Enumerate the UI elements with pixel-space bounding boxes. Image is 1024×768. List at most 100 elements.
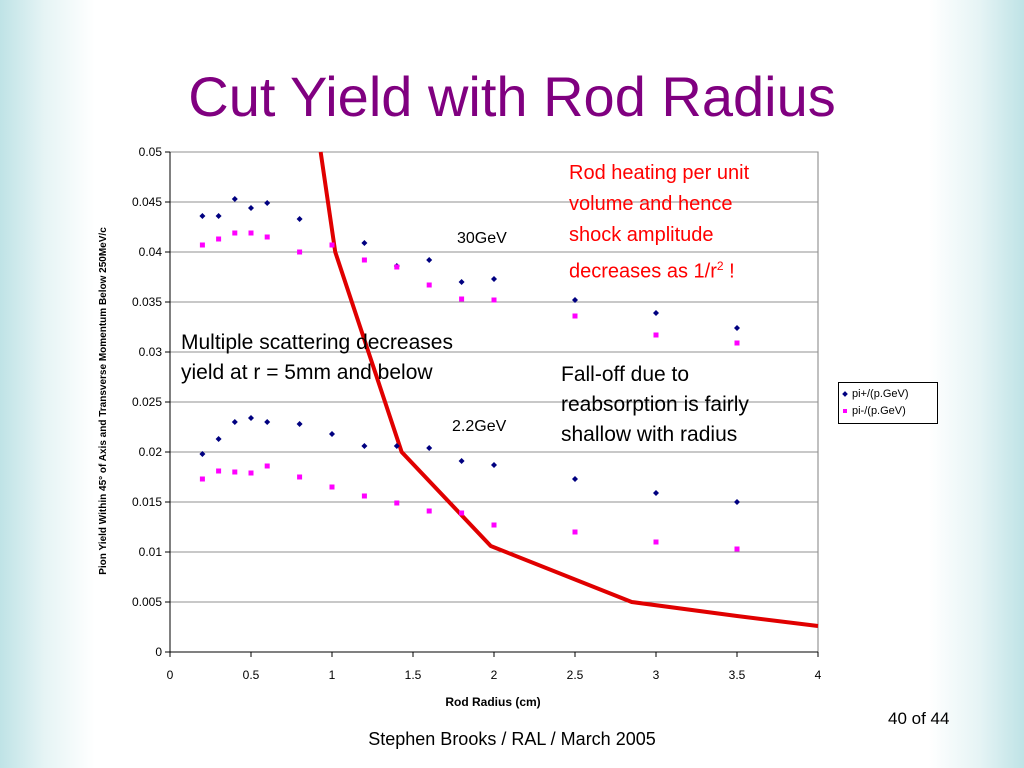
data-point-pi-minus (426, 508, 432, 514)
y-tick-label: 0.005 (132, 595, 162, 609)
data-point-pi-minus (297, 249, 303, 255)
label-2-2gev: 2.2GeV (452, 418, 507, 435)
y-tick-label: 0.01 (139, 545, 163, 559)
data-point-pi-minus (199, 476, 205, 482)
annotation-line: reabsorption is fairly (561, 393, 749, 416)
slide-footer: Stephen Brooks / RAL / March 2005 (368, 729, 656, 749)
fall-off-annotation: Fall-off due to reabsorption is fairly s… (561, 360, 749, 450)
x-tick-label: 2.5 (567, 668, 584, 682)
data-point-pi-plus (491, 276, 497, 282)
data-point-pi-minus (297, 474, 303, 480)
data-point-pi-plus (734, 499, 740, 505)
data-point-pi-minus (394, 264, 400, 270)
data-point-pi-minus (459, 296, 465, 302)
x-axis-label: Rod Radius (cm) (445, 695, 540, 709)
x-tick-label: 3.5 (729, 668, 746, 682)
y-axis-label: Pion Yield Within 45° of Axis and Transv… (98, 227, 109, 575)
annotation-line: Multiple scattering decreases (181, 331, 453, 354)
data-point-pi-minus (199, 242, 205, 248)
chart-legend: pi+/(p.GeV) pi-/(p.GeV) (838, 382, 938, 424)
tick-labels-layer: 0 0.005 0.01 0.015 0.02 0.025 0.03 0.035 0.04 0.0… (132, 145, 822, 682)
data-point-pi-plus (264, 200, 271, 206)
x-tick-label: 1.5 (405, 668, 422, 682)
y-tick-label: 0.015 (132, 495, 162, 509)
data-point-pi-minus (734, 546, 740, 552)
data-point-pi-minus (394, 500, 400, 506)
data-point-pi-plus (296, 216, 303, 222)
data-point-pi-plus (653, 310, 659, 316)
data-point-pi-minus (329, 242, 335, 248)
annotation-superscript: 2 (716, 259, 724, 273)
data-point-pi-minus (216, 468, 222, 474)
data-point-pi-minus (653, 539, 659, 545)
y-tick-label: 0.05 (139, 145, 163, 159)
data-point-pi-minus (329, 484, 335, 490)
data-point-pi-plus (248, 205, 254, 211)
data-point-pi-plus (491, 462, 497, 468)
data-point-pi-minus (491, 522, 497, 528)
label-30gev: 30GeV (457, 230, 507, 247)
heating-curve (318, 151, 819, 628)
data-point-pi-minus (216, 236, 222, 242)
data-point-pi-minus (459, 510, 465, 516)
data-point-pi-minus (653, 332, 659, 338)
y-tick-label: 0.04 (139, 245, 163, 259)
annotation-line: Fall-off due to (561, 363, 690, 386)
heating-curve-layer (318, 151, 819, 628)
annotation-line: yield at r = 5mm and below (181, 361, 433, 384)
slide-title: Cut Yield with Rod Radius (188, 65, 836, 128)
data-point-pi-minus (426, 282, 432, 288)
data-point-pi-minus (572, 313, 578, 319)
data-point-pi-plus (248, 415, 254, 421)
legend-marker-pi-minus (843, 409, 847, 414)
chart-gridlines (169, 151, 819, 653)
x-tick-label: 1 (329, 668, 336, 682)
x-tick-label: 4 (815, 668, 822, 682)
data-point-pi-plus (572, 476, 578, 482)
data-point-pi-plus (734, 325, 740, 331)
data-point-pi-minus (232, 469, 238, 475)
data-point-pi-minus (232, 230, 238, 236)
y-tick-label: 0.045 (132, 195, 162, 209)
legend-label-pi-plus: pi+/(p.GeV) (852, 388, 909, 400)
legend-item-pi-plus: pi+/(p.GeV) (842, 386, 909, 402)
data-point-pi-plus (393, 443, 400, 449)
annotation-line: volume and hence (569, 193, 733, 215)
data-point-pi-minus (248, 230, 254, 236)
data-point-pi-plus (296, 421, 303, 427)
y-tick-label: 0 (155, 645, 162, 659)
x-tick-label: 3 (653, 668, 660, 682)
data-point-pi-plus (231, 419, 238, 425)
data-points-layer (199, 196, 740, 552)
data-point-pi-plus (458, 279, 465, 285)
x-tick-label: 0.5 (243, 668, 260, 682)
data-point-pi-plus (215, 213, 222, 219)
data-point-pi-minus (248, 470, 254, 476)
legend-label-pi-minus: pi-/(p.GeV) (852, 405, 906, 417)
data-point-pi-plus (199, 451, 206, 457)
data-point-pi-plus (231, 196, 238, 202)
data-point-pi-plus (361, 443, 368, 449)
data-point-pi-minus (264, 234, 270, 240)
data-point-pi-minus (264, 463, 270, 469)
x-tick-label: 2 (491, 668, 498, 682)
data-point-pi-plus (361, 240, 368, 246)
data-point-pi-plus (215, 436, 222, 442)
data-point-pi-minus (361, 493, 367, 499)
y-tick-label: 0.03 (139, 345, 163, 359)
data-point-pi-plus (329, 431, 335, 437)
page-number: 40 of 44 (888, 709, 950, 728)
y-tick-label: 0.02 (139, 445, 163, 459)
legend-item-pi-minus: pi-/(p.GeV) (843, 403, 906, 419)
annotation-line: decreases as 1/r2 ! (569, 251, 749, 288)
y-tick-label: 0.035 (132, 295, 162, 309)
data-point-pi-plus (264, 419, 271, 425)
data-point-pi-minus (491, 297, 497, 303)
data-point-pi-plus (653, 490, 659, 496)
y-tick-label: 0.025 (132, 395, 162, 409)
annotation-line: shock amplitude (569, 224, 714, 246)
data-point-pi-plus (426, 257, 433, 263)
data-point-pi-plus (426, 445, 433, 451)
x-tick-label: 0 (167, 668, 174, 682)
